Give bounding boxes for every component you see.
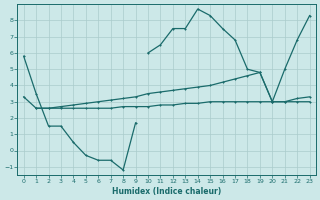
X-axis label: Humidex (Indice chaleur): Humidex (Indice chaleur)	[112, 187, 221, 196]
